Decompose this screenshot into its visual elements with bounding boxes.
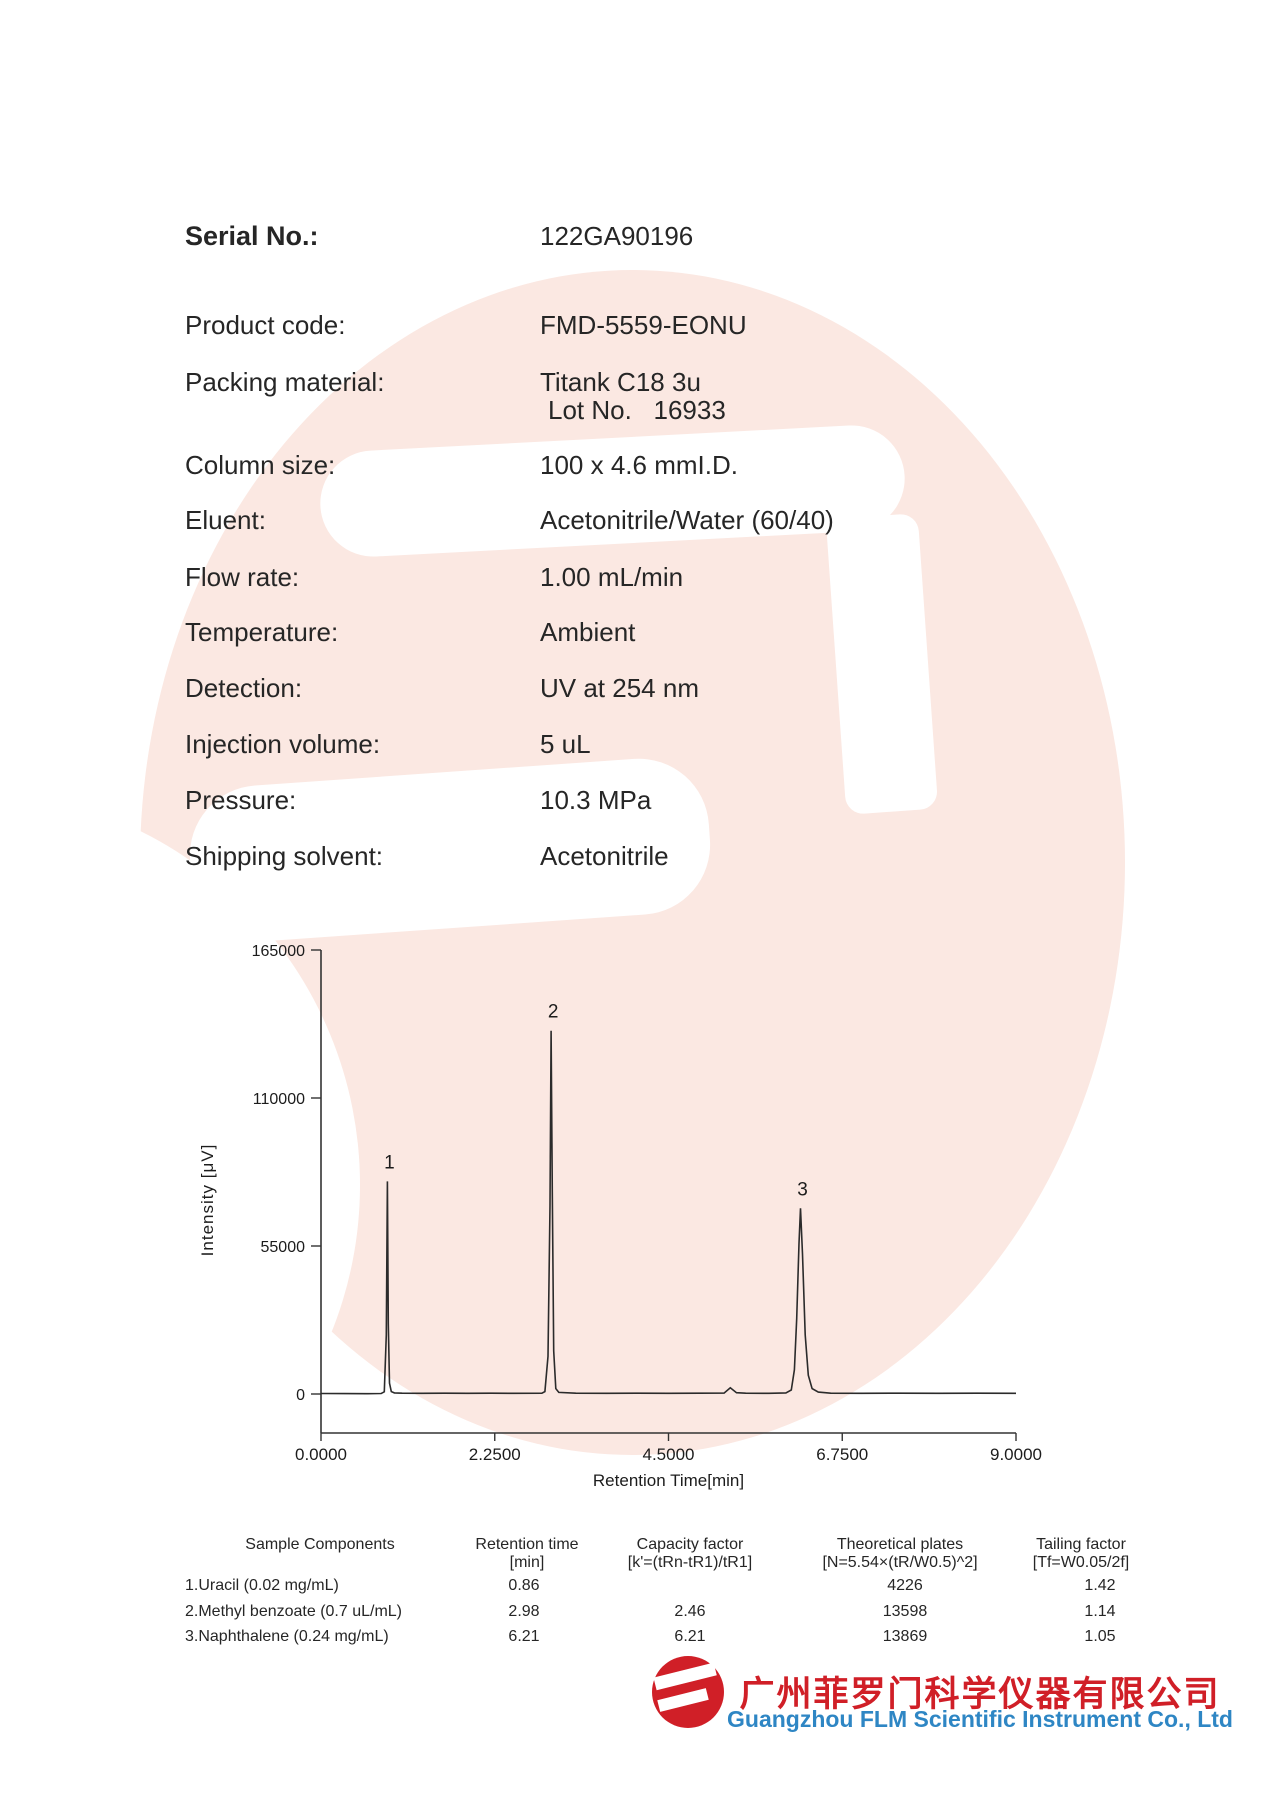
field-value: Titank C18 3u: [540, 367, 701, 397]
field-row: Packing material: Titank C18 3u Lot No. 16…: [0, 367, 1269, 425]
table-header-formula: [min]: [509, 1554, 545, 1571]
table-header: Tailing factor: [1036, 1536, 1126, 1553]
y-tick-label: 0: [296, 1387, 305, 1404]
table-row-component: 2.Methyl benzoate (0.7 uL/mL): [185, 1603, 403, 1620]
field-label: Temperature:: [185, 617, 339, 647]
table-row-tailing: 1.05: [1084, 1628, 1116, 1645]
field-label: Flow rate:: [185, 562, 300, 592]
company-name-cn: 广州菲罗门科学仪器有限公司: [739, 1675, 1221, 1714]
field-row: Shipping solvent: Acetonitrile: [0, 841, 1269, 875]
chromatogram-trace: [320, 1030, 1017, 1395]
field-value: Ambient: [540, 617, 636, 647]
table-row-plates: 13869: [882, 1628, 928, 1645]
field-label: Shipping solvent:: [185, 841, 384, 871]
table-header: Retention time: [475, 1536, 579, 1553]
field-row: Product code: FMD-5559-EONU: [0, 310, 1269, 344]
x-tick-label: 4.5000: [643, 1445, 695, 1464]
x-tick-label: 2.2500: [469, 1445, 521, 1464]
field-value: 5 uL: [540, 729, 591, 759]
field-row: Serial No.: 122GA90196: [0, 221, 1269, 255]
x-tick-label: 6.7500: [816, 1445, 868, 1464]
peak-label: 2: [548, 1002, 559, 1023]
field-value: 10.3 MPa: [540, 785, 652, 815]
field-value: 1.00 mL/min: [540, 562, 684, 592]
table-row-capacity: 2.46: [674, 1603, 706, 1620]
table-row-plates: 13598: [882, 1603, 928, 1620]
field-value: Acetonitrile: [540, 841, 669, 871]
table-header: Capacity factor: [636, 1536, 744, 1553]
field-label: Serial No.:: [185, 221, 319, 251]
field-label: Packing material:: [185, 367, 385, 397]
table-header-formula: [N=5.54×(tR/W0.5)^2]: [822, 1554, 978, 1571]
field-label: Detection:: [185, 673, 303, 703]
field-value-line2: Lot No. 16933: [548, 395, 726, 425]
field-row: Pressure: 10.3 MPa: [0, 785, 1269, 819]
peak-label: 3: [797, 1179, 808, 1200]
y-tick-label: 55000: [261, 1239, 306, 1256]
x-tick-label: 9.0000: [990, 1445, 1042, 1464]
field-value: FMD-5559-EONU: [540, 310, 747, 340]
y-axis-title: Intensity [μV]: [198, 1144, 217, 1257]
field-row: Injection volume: 5 uL: [0, 729, 1269, 763]
field-value: Acetonitrile/Water (60/40): [540, 505, 834, 535]
table-row-plates: 4226: [887, 1577, 923, 1594]
field-row: Eluent: Acetonitrile/Water (60/40): [0, 505, 1269, 539]
field-label: Pressure:: [185, 785, 297, 815]
table-row-tailing: 1.14: [1084, 1603, 1116, 1620]
x-tick-label: 0.0000: [295, 1445, 347, 1464]
field-row: Column size: 100 x 4.6 mmI.D.: [0, 450, 1269, 484]
table-header: Sample Components: [245, 1536, 395, 1553]
table-header: Theoretical plates: [836, 1536, 964, 1553]
y-tick-label: 110000: [253, 1091, 305, 1108]
field-label: Injection volume:: [185, 729, 381, 759]
peak-label: 1: [384, 1152, 395, 1173]
x-axis-title: Retention Time[min]: [593, 1471, 744, 1490]
table-row-retention: 2.98: [508, 1603, 540, 1620]
company-logo-icon: [652, 1656, 724, 1728]
field-row: Detection: UV at 254 nm: [0, 673, 1269, 707]
table-row-retention: 0.86: [508, 1577, 540, 1594]
field-label: Eluent:: [185, 505, 266, 535]
table-row-tailing: 1.42: [1084, 1577, 1116, 1594]
field-row: Temperature: Ambient: [0, 617, 1269, 651]
table-row-retention: 6.21: [508, 1628, 540, 1645]
field-value: UV at 254 nm: [540, 673, 699, 703]
field-label: Product code:: [185, 310, 346, 340]
table-row-component: 1.Uracil (0.02 mg/mL): [185, 1577, 339, 1594]
table-header-formula: [k'=(tRn-tR1)/tR1]: [627, 1554, 753, 1571]
field-value: 122GA90196: [540, 221, 694, 251]
y-tick-label: 165000: [252, 943, 305, 960]
field-row: Flow rate: 1.00 mL/min: [0, 562, 1269, 596]
company-name-en: Guangzhou FLM Scientific Instrument Co.,…: [727, 1706, 1233, 1732]
table-header-formula: [Tf=W0.05/2f]: [1032, 1554, 1130, 1571]
table-row-component: 3.Naphthalene (0.24 mg/mL): [185, 1628, 389, 1645]
field-value: 100 x 4.6 mmI.D.: [540, 450, 738, 480]
table-row-capacity: 6.21: [674, 1628, 706, 1645]
field-label: Column size:: [185, 450, 336, 480]
